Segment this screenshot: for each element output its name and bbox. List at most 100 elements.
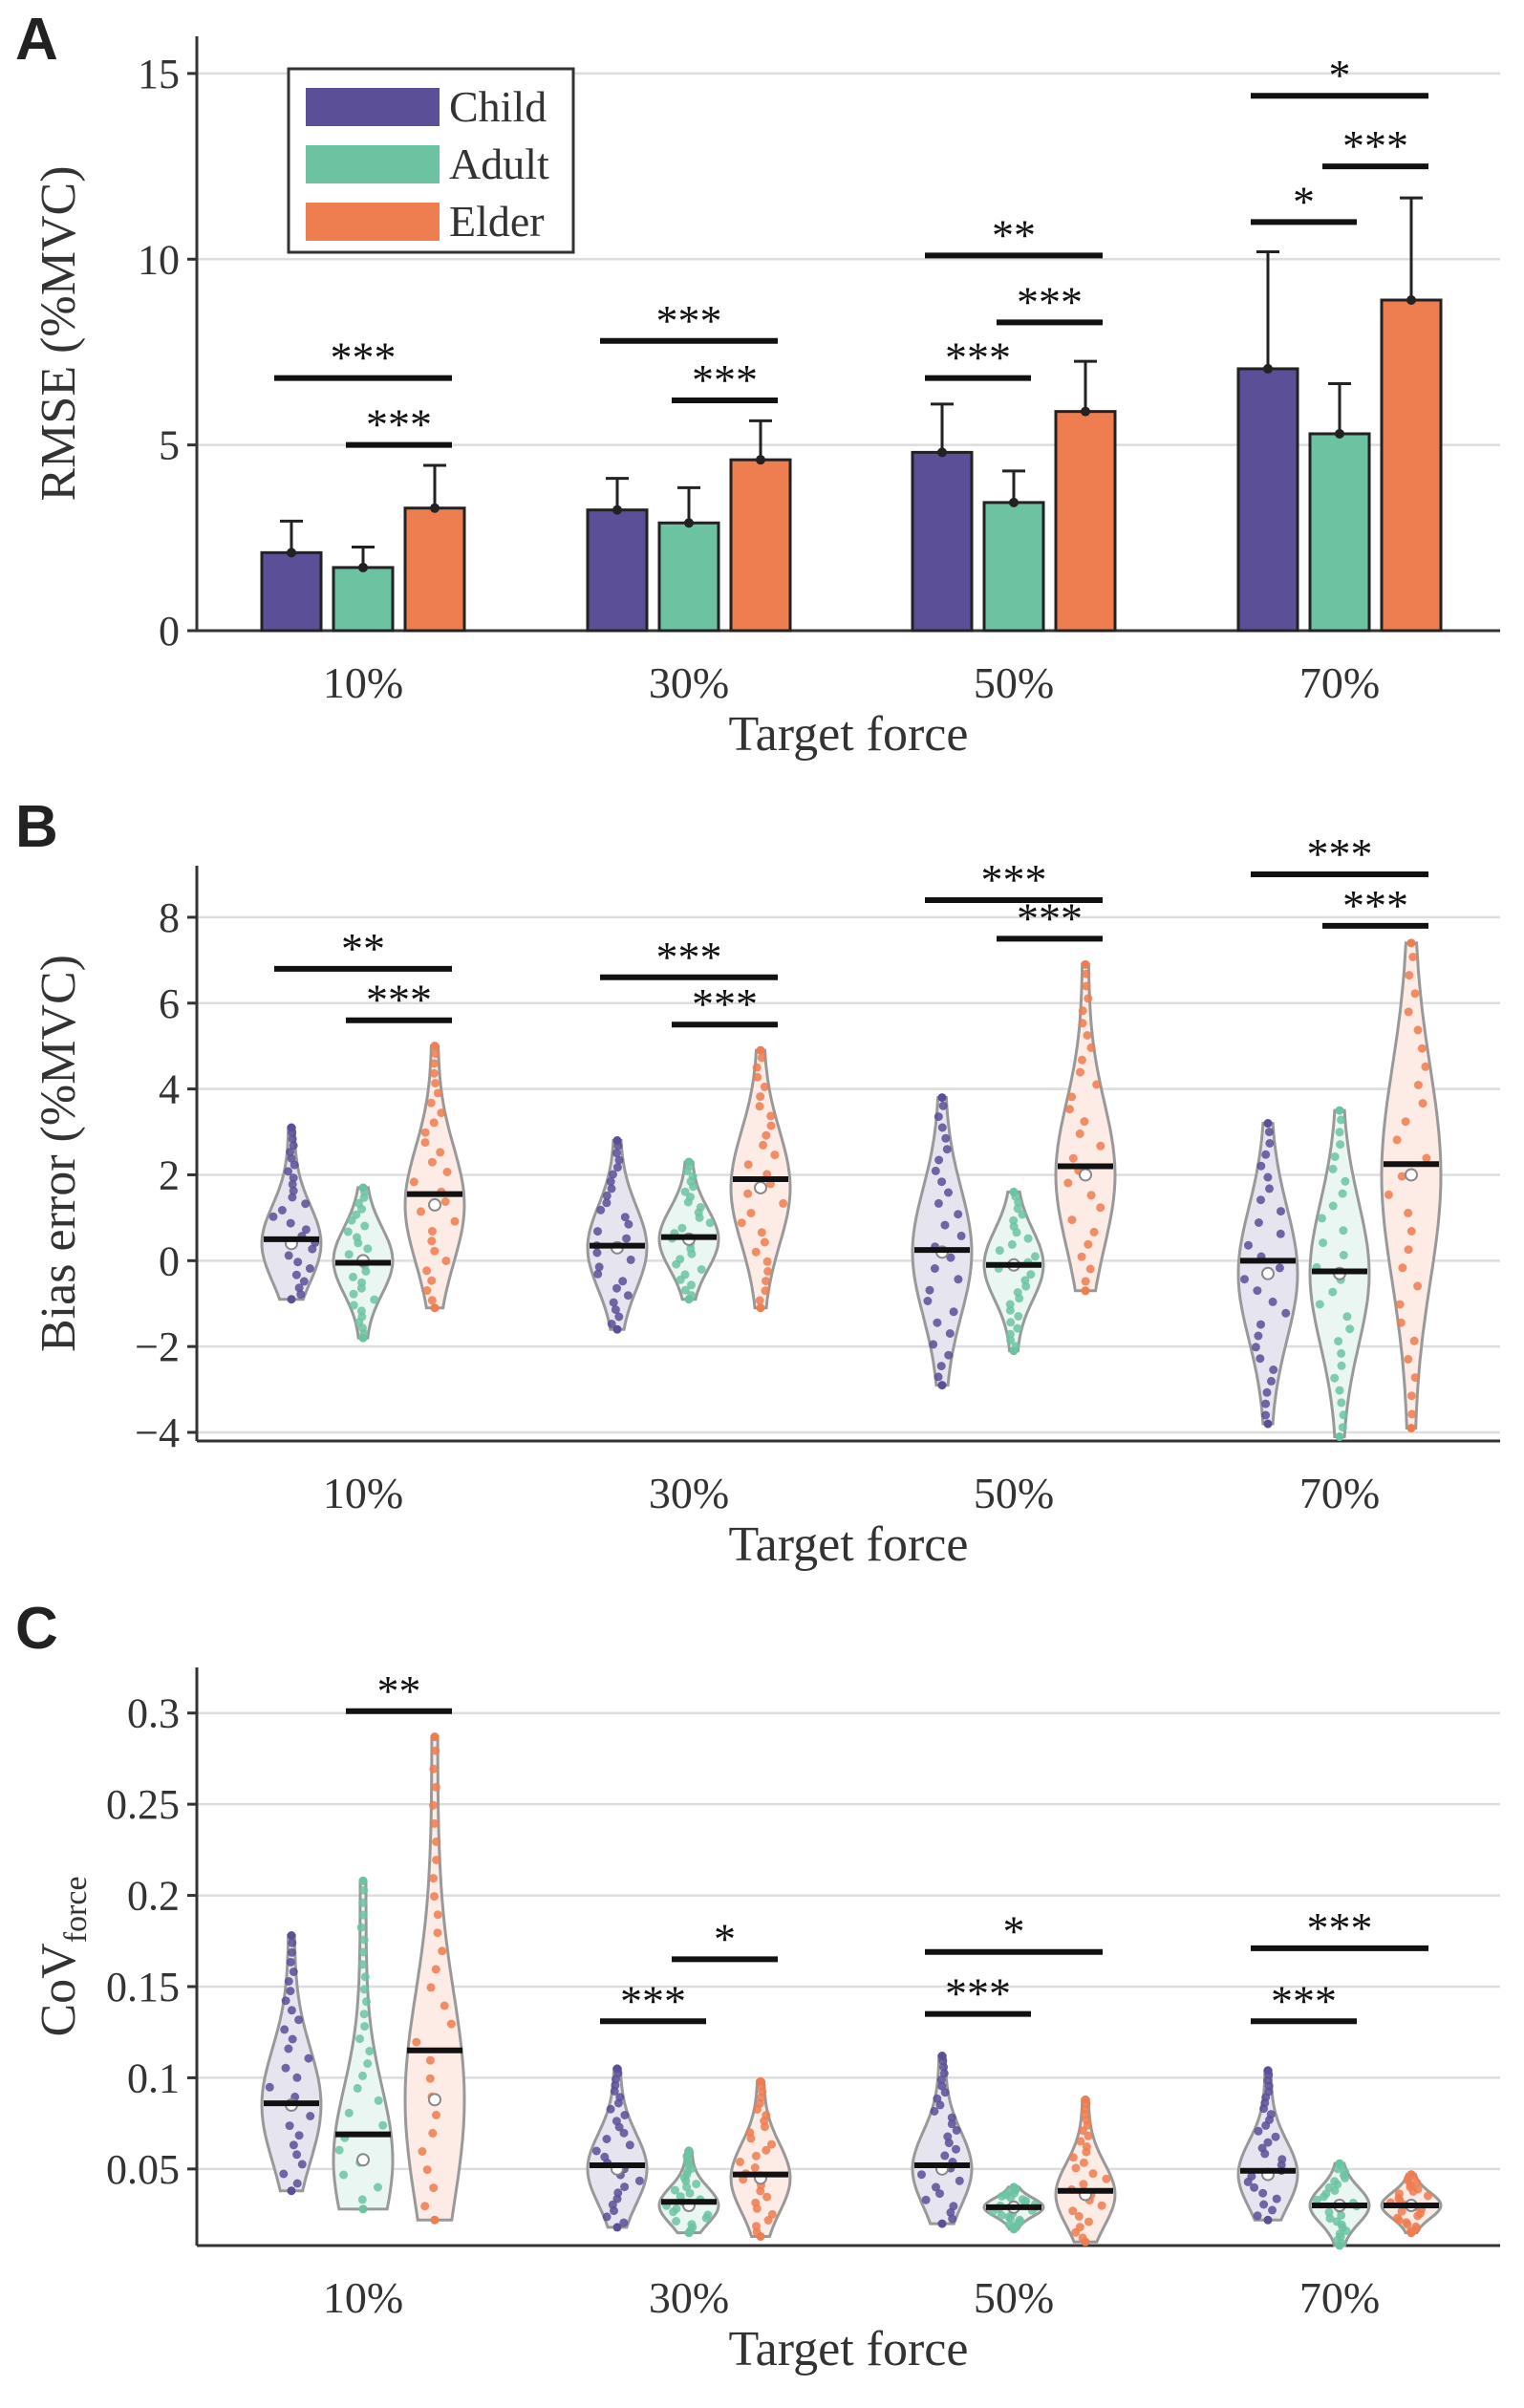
panel-c-point-adult (355, 2034, 364, 2044)
panel-b-point-elder (1096, 1141, 1105, 1150)
panel-b-point-elder (430, 1246, 440, 1256)
panel-a-bar-point-child (612, 505, 622, 515)
panel-b-point-elder (1075, 1129, 1084, 1138)
panel-c-point-adult (1330, 2186, 1340, 2195)
panel-b-point-elder (1395, 1300, 1405, 1309)
panel-b-point-elder (1409, 1336, 1419, 1345)
panel-b-point-child (592, 1248, 602, 1258)
panel-a-bar-child-30 (586, 508, 649, 633)
panel-c-point-child (279, 2169, 289, 2179)
panel-b-point-adult (1328, 1201, 1338, 1211)
panel-b-point-child (1275, 1263, 1284, 1273)
panel-b-point-adult (1018, 1210, 1027, 1219)
panel-b-point-elder (1067, 1092, 1077, 1102)
panel-b-point-adult (1009, 1346, 1019, 1356)
panel-b-point-elder (766, 1121, 776, 1130)
panel-b-xtick-label-70: 70% (1299, 1469, 1380, 1517)
panel-c-point-adult (374, 2182, 382, 2192)
panel-a-sig-label: *** (331, 333, 397, 382)
panel-c-point-adult (374, 2096, 383, 2105)
panel-c-point-child (284, 2044, 293, 2053)
panel-b-point-child (305, 1264, 314, 1273)
panel-b-point-child (614, 1155, 624, 1165)
panel-c-point-elder (1079, 2180, 1088, 2189)
panel-c-sig-label: *** (945, 1969, 1011, 2018)
legend-swatch-child (306, 88, 440, 126)
panel-b-point-adult (1319, 1238, 1328, 1248)
panel-c-point-adult (997, 2210, 1006, 2220)
panel-b-point-adult (680, 1285, 690, 1295)
panel-b-point-child (923, 1297, 933, 1305)
panel-c-point-child (281, 2063, 290, 2073)
panel-b-point-child (925, 1285, 934, 1295)
panel-b-point-adult (1330, 1373, 1340, 1383)
panel-b-point-child (934, 1198, 943, 1208)
panel-c-point-elder (429, 1764, 439, 1774)
panel-c-point-elder (422, 2165, 432, 2175)
panel-c-point-elder (1406, 2228, 1416, 2238)
panel-b-point-elder (431, 1079, 440, 1088)
panel-b-point-child (609, 1170, 617, 1179)
panel-c-point-child (612, 2194, 622, 2204)
panel-b-point-child (1265, 1139, 1275, 1148)
panel-c-point-child (606, 2104, 615, 2114)
panel-b-point-elder (450, 1216, 460, 1226)
panel-b-point-child (268, 1212, 278, 1221)
panel-b-point-adult (357, 1204, 367, 1214)
panel-c-sig-label: *** (620, 1976, 686, 2025)
panel-c-point-elder (438, 1946, 447, 1956)
panel-c-point-elder (762, 2145, 771, 2155)
panel-c-point-elder (1079, 2158, 1088, 2167)
panel-b-point-elder (1092, 1080, 1102, 1089)
panel-b: B −4 −2 0 2 4 6 8 10% 30% 50% 70% Target force Bias e… (15, 794, 1500, 1572)
panel-a-xtick-label-50: 50% (974, 658, 1054, 707)
panel-b-point-child (1262, 1387, 1272, 1397)
panel-b-point-child (1281, 1308, 1291, 1318)
panel-b-point-elder (420, 1128, 430, 1137)
panel-b-point-adult (1342, 1312, 1352, 1322)
panel-b-point-elder (743, 1160, 753, 1170)
panel-c-point-adult (669, 2207, 678, 2217)
panel-b-point-child (945, 1329, 955, 1338)
panel-b-point-child (1263, 1119, 1273, 1129)
panel-c-xtick-label-10: 10% (323, 2273, 403, 2322)
panel-c-point-child (287, 1931, 296, 1941)
panel-b-point-child (289, 1186, 298, 1195)
panel-b-point-adult (697, 1265, 706, 1274)
panel-a-bar-point-elder (430, 503, 440, 513)
panel-b-point-elder (760, 1082, 769, 1091)
panel-c-point-elder (425, 2055, 435, 2065)
panel-c-point-adult (1006, 2193, 1016, 2203)
panel-c-point-adult (358, 1876, 368, 1885)
panel-b-point-elder (743, 1189, 753, 1198)
panel-c-point-elder (1088, 2169, 1098, 2179)
panel-c-point-adult (701, 2213, 711, 2223)
panel-b-point-elder (737, 1218, 746, 1228)
panel-b-point-adult (682, 1167, 692, 1176)
panel-c-point-elder (418, 2147, 427, 2156)
panel-a-x-label: Target force (729, 707, 969, 762)
panel-b-point-elder (1421, 1062, 1430, 1071)
panel-b-point-adult (349, 1301, 358, 1310)
panel-c-point-child (1263, 2215, 1273, 2225)
panel-b-point-elder (762, 1257, 772, 1266)
panel-b-x-label: Target force (729, 1517, 969, 1572)
panel-b-point-adult (677, 1223, 687, 1233)
panel-a-sig-label: *** (366, 400, 432, 449)
panel-a-bar-child-70 (1236, 367, 1299, 633)
panel-a-bar-child-50 (911, 450, 974, 633)
panel-c-point-adult (358, 2204, 368, 2214)
panel-a-bar-point-adult (358, 562, 368, 572)
panel-b-point-adult (1030, 1252, 1040, 1261)
panel-c-point-child (286, 1957, 295, 1967)
panel-b-point-child (1261, 1410, 1271, 1420)
panel-b-point-adult (347, 1215, 356, 1225)
panel-c-xtick-label-30: 30% (649, 2273, 729, 2322)
panel-b-point-adult (1339, 1226, 1348, 1236)
panel-b-point-child (288, 1193, 297, 1202)
panel-c-point-elder (756, 2186, 765, 2196)
panel-c-sig-label: * (714, 1914, 736, 1963)
panel-b-point-adult (358, 1183, 368, 1193)
panel-a-bar-point-elder (1406, 295, 1416, 306)
panel-c-point-adult (1335, 2241, 1344, 2250)
